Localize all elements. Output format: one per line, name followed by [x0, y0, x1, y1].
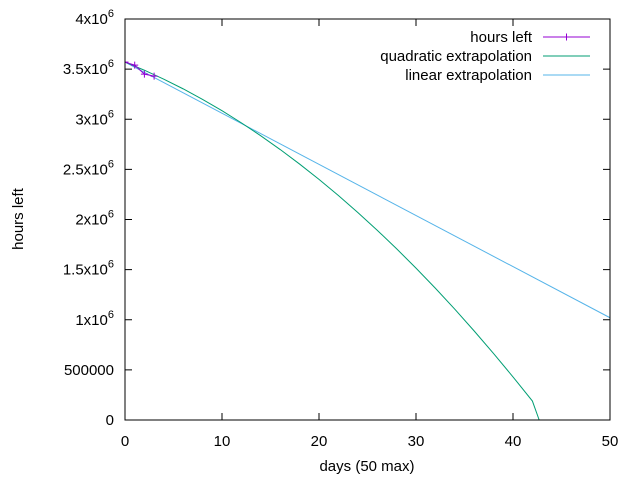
x-tick-label: 50 — [602, 433, 619, 450]
y-tick-label: 3x106 — [75, 108, 114, 128]
data-point — [131, 61, 139, 69]
legend-item-linear-extrapolation: linear extrapolation — [405, 67, 590, 84]
data-point — [150, 72, 158, 80]
x-tick-label: 40 — [505, 433, 522, 450]
y-tick-label: 1.5x106 — [63, 259, 114, 279]
legend-item-hours-left: hours left — [470, 29, 590, 46]
y-tick-label: 1x106 — [75, 309, 114, 329]
x-tick-label: 10 — [214, 433, 231, 450]
axis-ticks: 0 10 20 30 40 50 0 500000 1x106 1.5x106 2x106 2.5x1… — [63, 8, 619, 450]
legend: hours left quadratic extrapolation linear … — [380, 29, 590, 84]
quadratic-extrapolation-line — [125, 61, 540, 420]
y-axis-label: hours left — [10, 187, 27, 250]
legend-label: hours left — [470, 29, 533, 46]
plot-content — [125, 58, 610, 420]
y-tick-label: 4x106 — [75, 8, 114, 28]
y-tick-label: 0 — [106, 412, 114, 429]
hours-left-line — [125, 61, 155, 77]
legend-label: quadratic extrapolation — [380, 48, 532, 65]
legend-label: linear extrapolation — [405, 67, 532, 84]
y-tick-label: 3.5x106 — [63, 58, 114, 78]
x-tick-label: 20 — [311, 433, 328, 450]
x-tick-label: 0 — [121, 433, 129, 450]
x-tick-label: 30 — [408, 433, 425, 450]
y-tick-label: 2x106 — [75, 209, 114, 229]
y-tick-label: 500000 — [64, 362, 114, 379]
linear-extrapolation-line — [125, 61, 610, 319]
x-axis-label: days (50 max) — [319, 458, 414, 475]
legend-item-quadratic-extrapolation: quadratic extrapolation — [380, 48, 590, 65]
data-point — [140, 70, 148, 78]
y-tick-label: 2.5x106 — [63, 158, 114, 178]
plot-frame — [124, 18, 611, 421]
data-point — [125, 58, 129, 66]
